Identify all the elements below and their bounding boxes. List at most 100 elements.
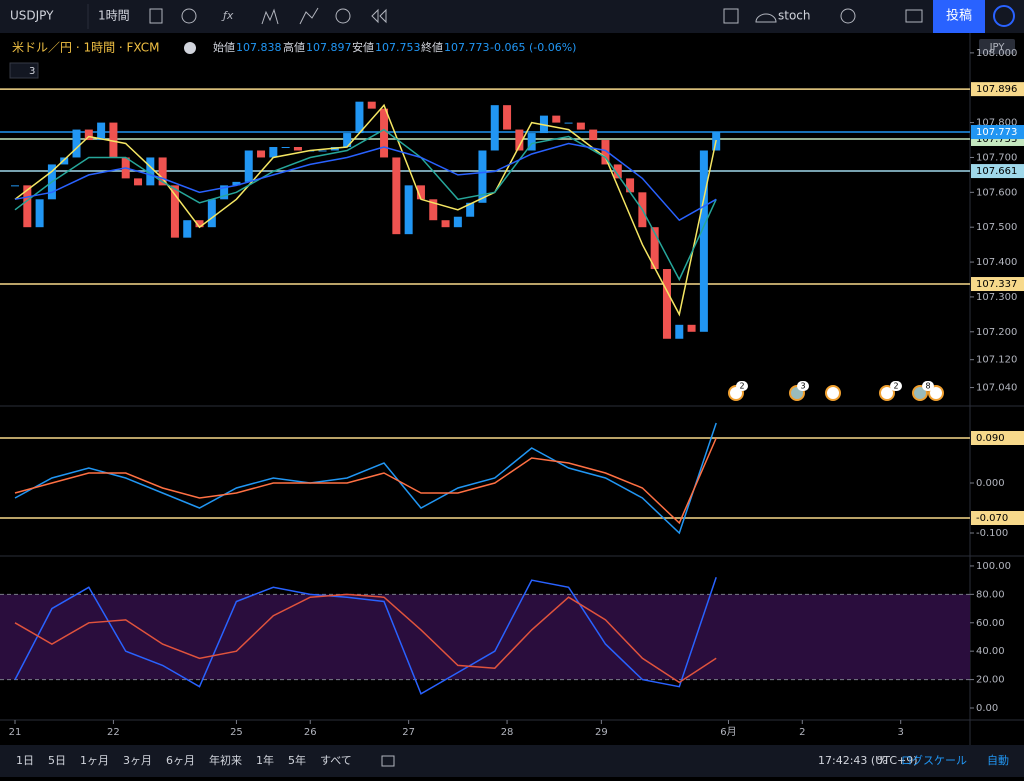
indicator-toggle[interactable]: [9, 62, 39, 79]
bottom-bar: 17:42:43 (UTC+9) % ログスケール 自動: [0, 745, 1024, 777]
candle: [183, 220, 192, 238]
range-button[interactable]: すべて: [320, 754, 352, 767]
series-line: [14, 593, 717, 684]
level-label: 107.753: [976, 134, 1017, 145]
template[interactable]: stoch: [778, 9, 811, 23]
candle: [429, 199, 438, 221]
candle: [613, 164, 622, 179]
candle: [11, 185, 20, 187]
tool-icons: [149, 7, 923, 25]
candle: [195, 220, 204, 228]
level-badge: [971, 511, 1024, 525]
candle: [170, 185, 179, 238]
x-tick-label: 29: [595, 727, 608, 738]
high-value: 107.897: [306, 41, 352, 54]
level-badge: [971, 82, 1024, 97]
candle: [293, 147, 302, 151]
close-value: 107.773: [444, 41, 490, 54]
y-tick-label: 107.300: [976, 292, 1017, 303]
candle: [626, 178, 635, 193]
clock: 17:42:43 (UTC+9): [818, 754, 918, 767]
icon[interactable]: [261, 8, 279, 25]
log-scale[interactable]: ログスケール: [901, 753, 967, 767]
series-line: [14, 577, 717, 695]
y-tick-label: 107.800: [976, 118, 1017, 129]
candle: [675, 324, 684, 339]
candle: [601, 140, 610, 165]
publish-label[interactable]: 投稿: [946, 8, 972, 24]
range-button[interactable]: 5日: [48, 754, 66, 767]
y-tick-label: 20.00: [976, 675, 1005, 686]
event-count: 2: [893, 382, 898, 391]
level-badge: [971, 431, 1024, 445]
y-tick-label: 60.00: [976, 618, 1005, 629]
series-line: [14, 437, 717, 525]
candle: [35, 199, 44, 228]
icon[interactable]: [335, 8, 351, 24]
candle: [84, 129, 93, 141]
symbol[interactable]: USDJPY: [10, 9, 54, 23]
legend-toggle[interactable]: [184, 42, 196, 54]
icon[interactable]: [181, 8, 197, 24]
y-tick-label: 107.700: [976, 152, 1017, 163]
toolbar-bg: [0, 0, 1024, 33]
icon[interactable]: [905, 9, 923, 23]
icon[interactable]: [840, 8, 856, 24]
candle: [23, 185, 32, 228]
high-label: 高値: [283, 40, 305, 54]
icon[interactable]: [149, 8, 163, 24]
fx-icon[interactable]: ƒx: [221, 9, 234, 22]
percent[interactable]: %: [877, 754, 887, 767]
series-line: [14, 142, 717, 222]
candle: [367, 101, 376, 109]
candle: [478, 150, 487, 203]
event-icon[interactable]: [825, 385, 841, 401]
range-button[interactable]: 3ヶ月: [123, 754, 152, 767]
cloud-icon[interactable]: [755, 13, 777, 23]
low-label: 安値: [352, 40, 374, 54]
range-button[interactable]: 5年: [288, 753, 306, 767]
candle: [527, 133, 536, 151]
y-tick-label: 0.000: [976, 478, 1005, 489]
candle: [244, 150, 253, 182]
candle: [503, 105, 512, 130]
level-label: 107.337: [976, 279, 1017, 290]
range-button[interactable]: 6ヶ月: [166, 754, 195, 767]
publish-button[interactable]: [933, 0, 985, 33]
candle: [380, 108, 389, 158]
range-button[interactable]: 1年: [256, 753, 274, 767]
candle: [134, 178, 143, 186]
pane: [0, 577, 970, 695]
x-tick-label: 25: [230, 727, 243, 738]
candle: [109, 122, 118, 158]
candle: [589, 129, 598, 141]
candle: [97, 122, 106, 141]
interval[interactable]: 1時間: [98, 9, 130, 23]
candle: [552, 115, 561, 123]
series-line: [14, 422, 717, 535]
replay-button[interactable]: [993, 5, 1015, 27]
candle: [220, 185, 229, 200]
candle: [441, 220, 450, 228]
range-button[interactable]: 1ヶ月: [80, 754, 109, 767]
event-badge: [736, 381, 748, 391]
indicator-count[interactable]: 3: [29, 66, 35, 77]
icon[interactable]: [723, 8, 739, 24]
event-icon[interactable]: [879, 385, 895, 401]
range-button[interactable]: 1日: [16, 754, 34, 767]
icon[interactable]: [371, 8, 387, 24]
candle: [687, 324, 696, 332]
level-label: -0.070: [976, 513, 1008, 524]
candle: [564, 122, 573, 124]
candle: [355, 101, 364, 134]
x-tick-label: 28: [501, 727, 514, 738]
goto-icon[interactable]: [381, 755, 395, 767]
icon[interactable]: [299, 7, 319, 25]
event-badge: [890, 381, 902, 391]
level-label: 0.090: [976, 433, 1005, 444]
range-button[interactable]: 年初来: [209, 753, 242, 767]
level-badge: [971, 277, 1024, 292]
event-count: 8: [925, 382, 930, 391]
auto-scale[interactable]: 自動: [987, 753, 1009, 767]
